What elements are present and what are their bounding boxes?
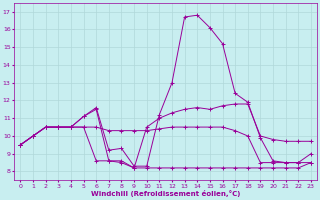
X-axis label: Windchill (Refroidissement éolien,°C): Windchill (Refroidissement éolien,°C) [91,190,240,197]
